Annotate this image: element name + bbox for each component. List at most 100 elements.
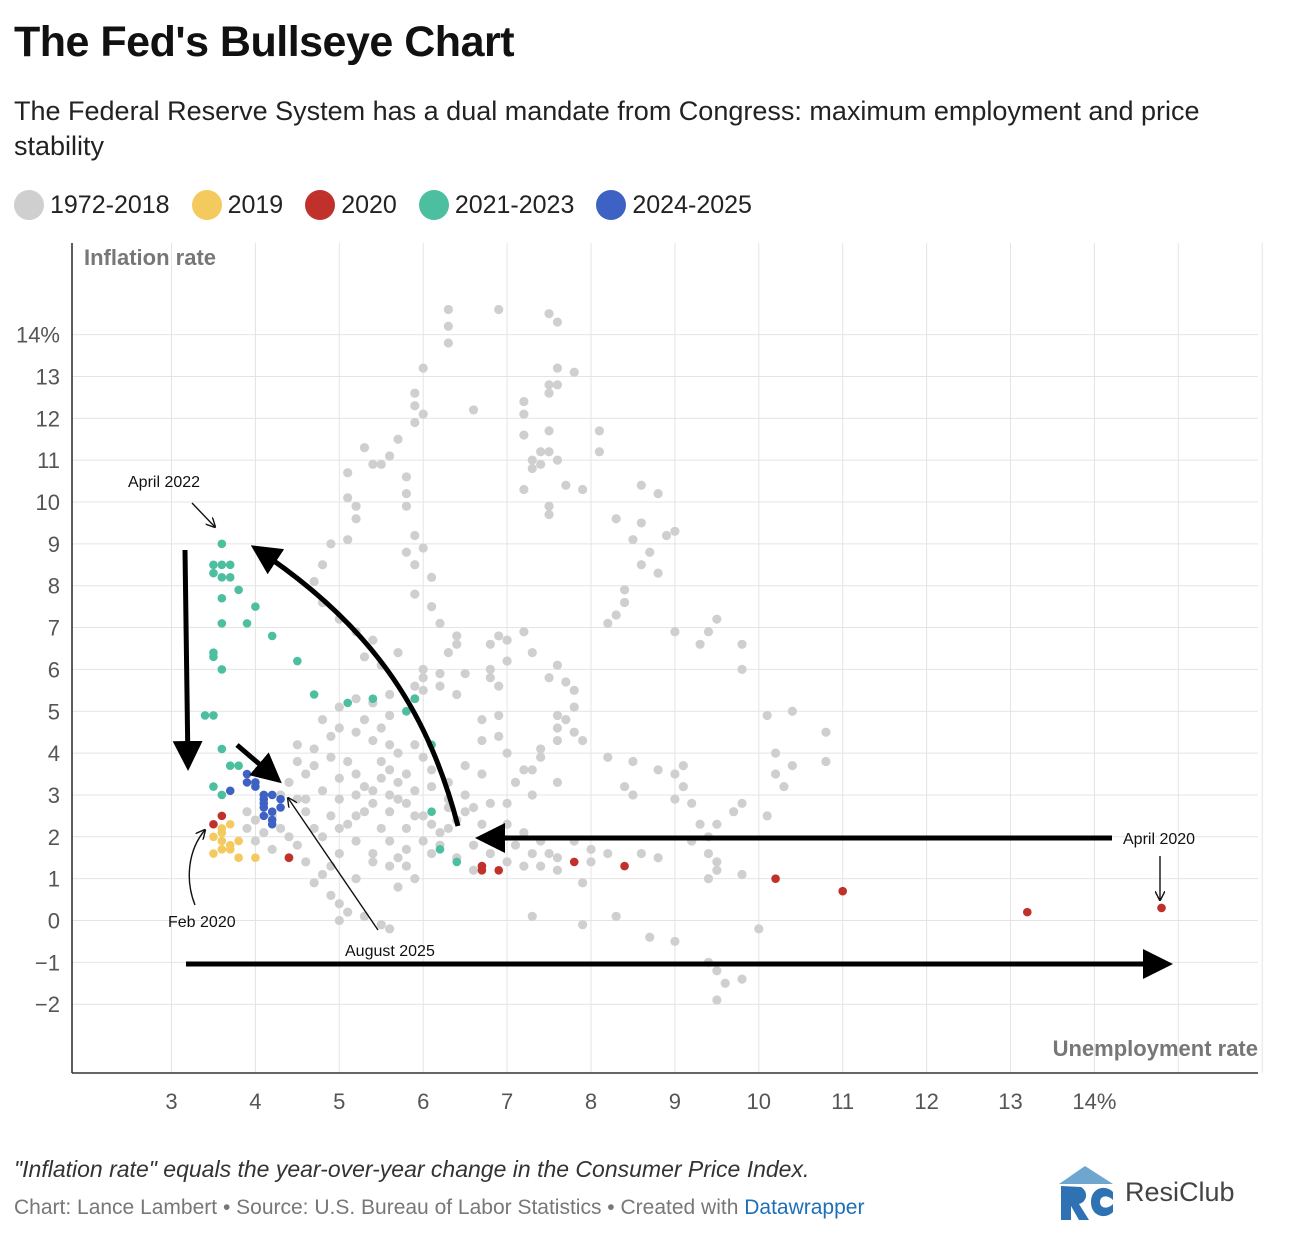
pointer-aug2025 (288, 798, 379, 931)
data-point (586, 844, 596, 854)
data-point (410, 740, 420, 750)
credits: Chart: Lance Lambert • Source: U.S. Bure… (14, 1196, 864, 1220)
data-point (217, 744, 227, 754)
annotation-label: August 2025 (345, 943, 435, 960)
data-point (494, 710, 504, 721)
data-point (418, 664, 428, 675)
data-point (586, 857, 596, 867)
data-point (276, 803, 285, 812)
data-point (209, 568, 218, 578)
data-point (645, 547, 655, 557)
data-point (485, 664, 495, 675)
data-point (502, 819, 512, 829)
data-point (259, 811, 269, 821)
data-point (552, 710, 563, 721)
data-point (368, 848, 378, 859)
data-point (552, 865, 563, 875)
data-point (393, 748, 403, 758)
datawrapper-link[interactable]: Datawrapper (744, 1196, 865, 1219)
data-point (561, 480, 571, 490)
legend-item-2019: 2019 (191, 190, 284, 220)
data-point (494, 631, 504, 641)
data-point (368, 786, 378, 796)
data-point (368, 694, 378, 703)
data-point (552, 660, 563, 670)
data-point (410, 874, 420, 884)
data-point (351, 694, 361, 704)
data-point (787, 706, 797, 716)
data-point (636, 848, 646, 859)
data-point (485, 673, 495, 683)
data-point (343, 698, 352, 708)
data-point (359, 911, 370, 921)
data-point (653, 489, 663, 499)
data-point (536, 744, 546, 754)
data-point (359, 715, 370, 725)
data-point (401, 844, 412, 854)
x-tick-label: 10 (747, 1089, 771, 1114)
data-point (368, 635, 378, 645)
data-point (359, 807, 370, 817)
logo-text: ResiClub (1125, 1176, 1235, 1207)
data-point (334, 848, 344, 859)
x-axis-title: Unemployment rate (1053, 1036, 1258, 1061)
data-point (527, 455, 537, 465)
data-point (468, 865, 479, 875)
data-point (578, 484, 588, 495)
data-point (653, 568, 663, 578)
data-point (368, 857, 378, 867)
data-point (703, 874, 714, 884)
data-point (418, 363, 428, 373)
data-point (401, 547, 412, 557)
x-tick-label: 11 (831, 1089, 854, 1114)
data-point (435, 681, 445, 691)
legend: 1972-2018 2019 2020 2021-2023 2024-2025 (14, 188, 774, 222)
data-point (536, 459, 546, 469)
grid-lines (72, 243, 1263, 1073)
data-point (368, 459, 378, 469)
data-point (426, 572, 437, 582)
data-point (234, 761, 243, 770)
x-tick-label: 5 (333, 1089, 345, 1114)
x-tick-label: 8 (585, 1089, 597, 1114)
data-point (468, 840, 479, 850)
data-point (217, 539, 227, 549)
data-point (326, 890, 336, 900)
data-point (242, 778, 252, 787)
data-point (410, 694, 420, 703)
y-tick-label: 8 (48, 574, 60, 599)
data-point (502, 857, 512, 867)
data-point (544, 380, 554, 390)
data-point (452, 631, 462, 641)
data-point (561, 715, 571, 725)
y-tick-label: −2 (35, 992, 60, 1017)
y-tick-label: 6 (48, 657, 60, 682)
data-point (217, 811, 227, 821)
data-point (502, 656, 512, 666)
y-tick-label: 5 (48, 699, 60, 724)
data-point (578, 878, 588, 888)
data-point (620, 861, 629, 871)
data-point (385, 710, 395, 721)
data-point (552, 777, 563, 787)
data-point (242, 619, 252, 628)
legend-label: 2019 (227, 190, 284, 219)
data-point (443, 823, 453, 834)
legend-swatch (418, 190, 449, 220)
data-point (762, 811, 772, 821)
data-point (418, 409, 428, 419)
legend-label: 2024-2025 (632, 190, 752, 219)
data-point (385, 689, 395, 700)
y-tick-label: 10 (36, 490, 60, 515)
data-point (712, 865, 722, 875)
data-point (334, 823, 344, 834)
data-point (393, 882, 403, 892)
data-point (452, 689, 462, 700)
data-point (443, 338, 453, 348)
y-tick-label: 11 (37, 448, 60, 473)
legend-item-2020: 2020 (305, 190, 397, 220)
data-point (636, 518, 646, 528)
data-point (385, 451, 395, 461)
data-point (502, 798, 512, 808)
